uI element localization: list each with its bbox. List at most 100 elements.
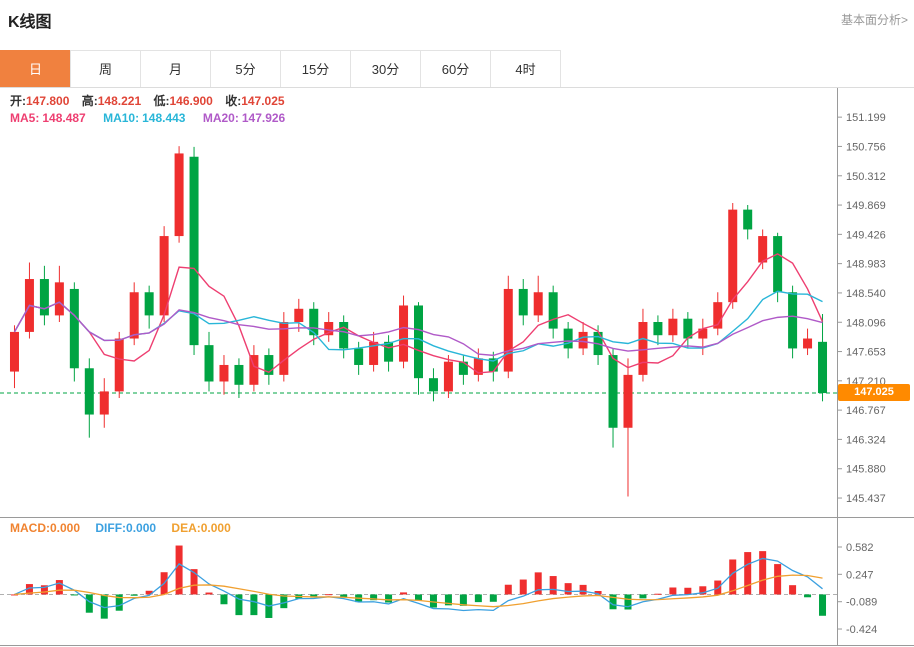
macd-bar <box>444 594 452 606</box>
candle-body <box>578 331 588 349</box>
macd-bar <box>370 594 378 601</box>
macd-bar <box>280 594 288 609</box>
candle-body <box>129 292 139 339</box>
y-axis-label: 145.880 <box>846 464 886 476</box>
candle-body <box>563 328 573 349</box>
macd-bar <box>265 594 273 618</box>
ohlc-open-label: 开: <box>10 94 26 108</box>
tab-month[interactable]: 月 <box>140 50 211 87</box>
ma10-value: 148.443 <box>142 111 186 125</box>
macd-bar <box>519 579 527 595</box>
candle-body <box>758 236 768 263</box>
candle-body <box>458 361 468 375</box>
candle-body <box>668 318 678 336</box>
candle-body <box>548 292 558 329</box>
macd-bar <box>70 594 78 596</box>
ohlc-row: 开:147.800 高:148.221 低:146.900 收:147.025 <box>10 92 294 109</box>
fundamental-analysis-link[interactable]: 基本面分析> <box>840 13 908 27</box>
candle-body <box>638 322 648 375</box>
macd-bar <box>355 594 363 603</box>
y-axis-label: 150.756 <box>846 141 886 153</box>
macd-bar <box>699 586 707 595</box>
candle-body <box>818 341 828 394</box>
candle-body <box>294 308 304 322</box>
macd-bar <box>609 594 617 610</box>
ohlc-low-label: 低: <box>153 94 170 108</box>
candle-body <box>54 282 64 316</box>
diff-label: DIFF: <box>95 521 127 535</box>
ma-row: MA5: 148.487 MA10: 148.443 MA20: 147.926 <box>10 111 299 125</box>
y-axis-label: 147.653 <box>846 347 886 359</box>
tab-30min[interactable]: 30分 <box>350 50 421 87</box>
candle-body <box>354 348 364 365</box>
macd-bar <box>310 594 318 598</box>
candle-body <box>683 318 693 339</box>
tab-day-label: 日 <box>28 62 42 77</box>
macd-bar <box>130 594 138 596</box>
ma5-line <box>13 253 824 374</box>
macd-bar <box>534 572 542 595</box>
candle-body <box>69 288 79 369</box>
candle-body <box>234 364 244 385</box>
y-axis-label: 146.767 <box>846 405 886 417</box>
candle-body <box>99 391 109 415</box>
candle-body <box>369 341 379 365</box>
candle-body <box>743 209 753 230</box>
candle-body <box>219 364 229 382</box>
macd-bar <box>729 559 737 595</box>
macd-axis-label: -0.424 <box>846 624 877 636</box>
candle-body <box>24 279 34 332</box>
candle-body <box>428 378 438 392</box>
macd-bar <box>714 580 722 595</box>
macd-bar <box>774 564 782 595</box>
macd-bar <box>624 594 632 610</box>
candle-body <box>443 361 453 392</box>
ohlc-high-value: 148.221 <box>97 94 142 108</box>
candle-body <box>803 338 813 349</box>
macd-bar <box>85 594 93 613</box>
macd-bar <box>295 594 303 599</box>
macd-bar <box>744 552 752 595</box>
tab-60min[interactable]: 60分 <box>420 50 491 87</box>
ma5-label: MA5: <box>10 111 40 125</box>
candle-body <box>189 156 199 346</box>
macd-bar <box>579 584 587 595</box>
tab-week[interactable]: 周 <box>70 50 141 87</box>
macd-bar <box>429 594 437 608</box>
tab-day[interactable]: 日 <box>0 50 71 87</box>
y-axis-label: 148.096 <box>846 317 886 329</box>
y-axis-label: 150.312 <box>846 171 886 183</box>
tab-5min[interactable]: 5分 <box>210 50 281 87</box>
macd-bar <box>100 594 108 619</box>
candle-body <box>788 292 798 349</box>
candle-body <box>473 358 483 375</box>
y-axis-label: 149.426 <box>846 229 886 241</box>
macd-bar <box>759 551 767 595</box>
ma10-label: MA10: <box>103 111 140 125</box>
macd-value: 0.000 <box>50 521 81 535</box>
y-axis-label: 148.983 <box>846 259 886 271</box>
y-axis-label: 149.869 <box>846 200 886 212</box>
candle-body <box>608 355 618 428</box>
candle-body <box>713 302 723 329</box>
macd-bar <box>504 584 512 595</box>
ma20-label: MA20: <box>202 111 239 125</box>
candle-body <box>114 338 124 392</box>
tab-15min-label: 15分 <box>301 62 330 77</box>
macd-bar <box>459 594 467 606</box>
tab-4hour[interactable]: 4时 <box>490 50 561 87</box>
macd-bar <box>654 593 662 595</box>
y-axis-label: 148.540 <box>846 288 886 300</box>
candle-body <box>593 331 603 356</box>
macd-bar <box>594 590 602 595</box>
diff-line <box>14 557 823 612</box>
tab-15min[interactable]: 15分 <box>280 50 351 87</box>
candle-body <box>503 288 513 372</box>
macd-bar <box>415 594 422 601</box>
ohlc-low-value: 146.900 <box>169 94 213 108</box>
macd-bar <box>684 587 692 595</box>
candle-body <box>39 279 49 316</box>
candle-body <box>9 331 19 372</box>
macd-bar <box>340 594 348 598</box>
